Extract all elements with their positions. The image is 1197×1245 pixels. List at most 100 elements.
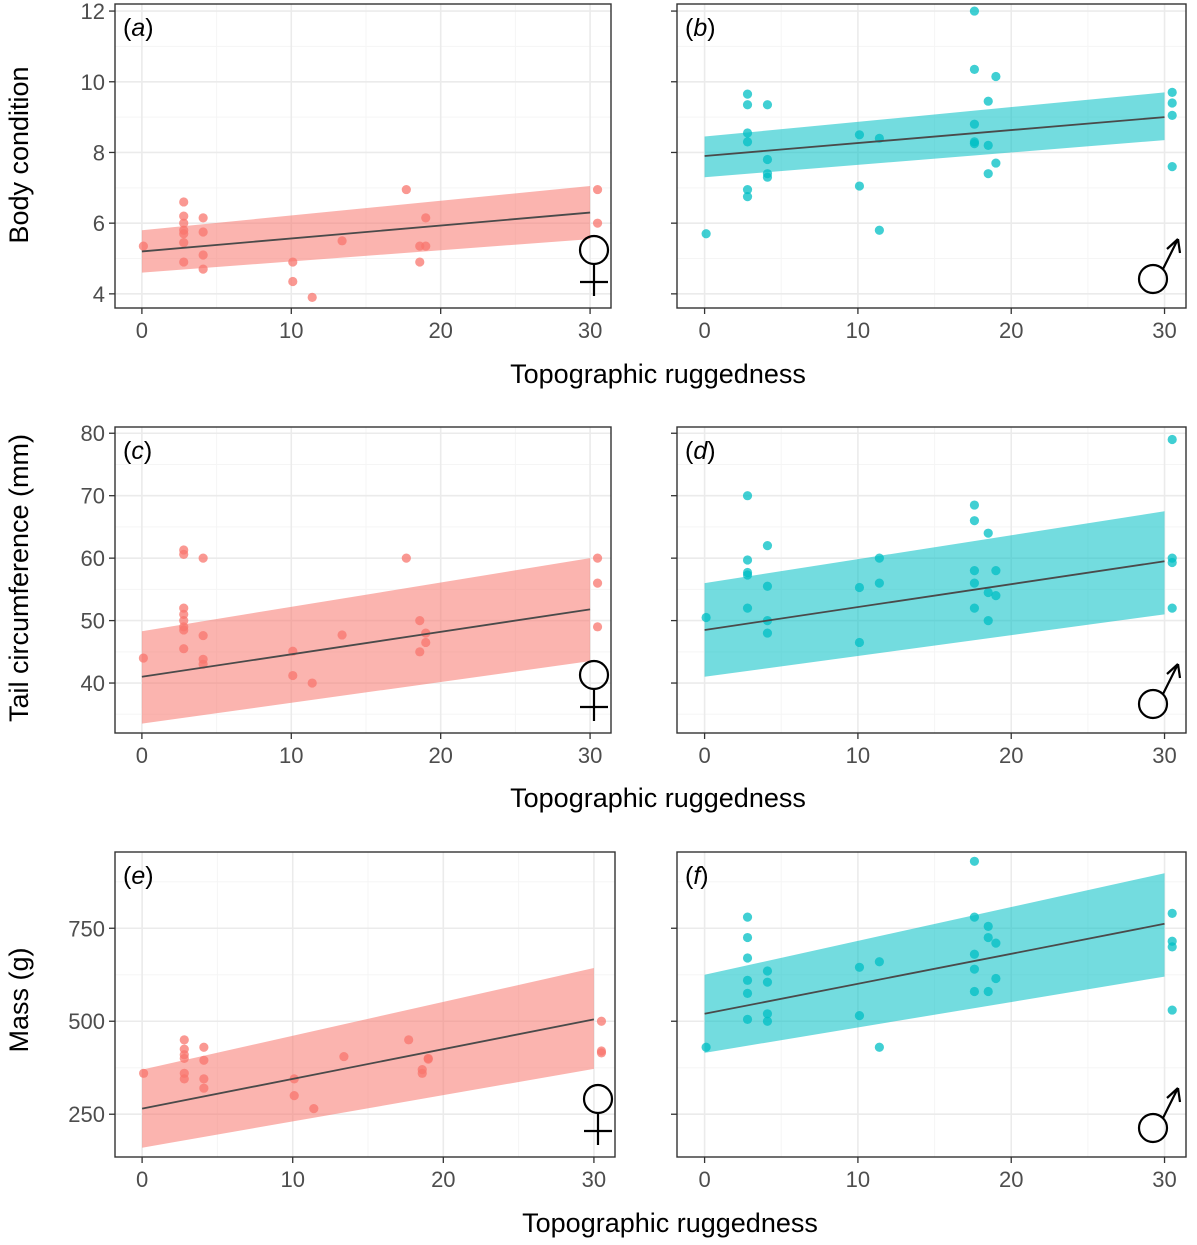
- panel-label: (a): [123, 14, 154, 42]
- x-tick-label: 20: [999, 743, 1023, 768]
- fit-line: [141, 211, 591, 253]
- data-point: [742, 555, 753, 565]
- fit-line: [141, 1018, 595, 1110]
- data-point: [762, 541, 773, 551]
- female-symbol-icon: [578, 659, 610, 721]
- data-point: [742, 491, 753, 501]
- y-tick-label: 500: [68, 1009, 105, 1034]
- data-point: [592, 553, 603, 563]
- data-point: [288, 670, 298, 681]
- data-point: [415, 615, 425, 626]
- data-point: [1167, 557, 1177, 568]
- data-point: [762, 977, 773, 987]
- data-point: [309, 1104, 319, 1114]
- data-point: [874, 1042, 884, 1052]
- data-point: [1167, 908, 1177, 918]
- data-point: [854, 181, 865, 191]
- data-point: [139, 1068, 149, 1078]
- data-point: [592, 578, 603, 588]
- data-point: [1167, 87, 1177, 97]
- data-point: [742, 912, 753, 922]
- data-point: [179, 549, 189, 559]
- panel-f: 0 10 20 30 (f): [671, 851, 1187, 1192]
- y-tick-label: 4: [93, 282, 105, 307]
- data-point: [854, 130, 865, 140]
- panel-d: 0 10 20 30 (d): [671, 426, 1187, 768]
- data-point: [983, 986, 993, 997]
- data-point: [179, 1035, 189, 1045]
- x-tick-label: 0: [136, 318, 148, 343]
- data-point: [138, 241, 148, 251]
- data-point: [1167, 434, 1177, 445]
- data-point: [874, 225, 884, 235]
- panel-e: 0 10 20 30 250 500 750 (e): [68, 851, 616, 1192]
- data-point: [179, 625, 189, 635]
- data-point: [991, 71, 1001, 82]
- data-point: [701, 1042, 711, 1052]
- panels: 0 10 20 30 4 6 8 10 12 (a) 0 10 20 30 (b) 0 10 20 30 40 50 60…: [68, 0, 1187, 1192]
- data-point: [762, 628, 773, 638]
- data-point: [199, 1042, 209, 1052]
- data-point: [339, 1051, 349, 1062]
- x-tick-label: 10: [846, 1167, 870, 1192]
- data-point: [198, 250, 208, 260]
- x-tick-label: 30: [578, 318, 602, 343]
- data-point: [179, 644, 189, 654]
- data-point: [179, 218, 189, 228]
- data-point: [592, 184, 603, 195]
- data-point: [991, 938, 1001, 948]
- data-point: [969, 912, 980, 922]
- data-point: [307, 678, 317, 688]
- panel-letter: c: [131, 437, 144, 465]
- y-axis-title-row-2: Tail circumference (mm): [4, 434, 34, 722]
- data-point: [762, 154, 773, 165]
- data-point: [969, 578, 980, 588]
- x-tick-label: 20: [431, 1167, 455, 1192]
- data-point: [179, 1074, 189, 1084]
- data-point: [969, 964, 980, 974]
- x-axis-title-row-3: Topographic ruggedness: [522, 1208, 818, 1238]
- male-symbol-icon: [1137, 663, 1182, 720]
- confidence-band: [141, 186, 591, 273]
- data-point: [991, 158, 1001, 168]
- data-point: [179, 1053, 189, 1064]
- x-axis-title-row-2: Topographic ruggedness: [510, 783, 806, 813]
- data-point: [337, 236, 347, 246]
- female-symbol-icon: [578, 234, 610, 296]
- data-point: [179, 211, 189, 221]
- data-point: [401, 184, 411, 195]
- data-point: [1167, 98, 1177, 108]
- data-point: [742, 137, 753, 147]
- data-point: [762, 581, 773, 591]
- data-point: [179, 229, 189, 239]
- data-point: [854, 582, 865, 593]
- panel-b: 0 10 20 30 (b): [671, 3, 1187, 343]
- x-tick-label: 30: [1152, 1167, 1176, 1192]
- panel-border: [676, 426, 1187, 734]
- x-tick-label: 20: [428, 318, 452, 343]
- data-point: [179, 257, 189, 267]
- data-point: [289, 1091, 299, 1101]
- data-point: [742, 570, 753, 580]
- data-point: [969, 119, 980, 129]
- y-tick-label: 50: [81, 609, 105, 634]
- data-point: [969, 64, 980, 74]
- x-tick-label: 20: [999, 1167, 1023, 1192]
- confidence-band: [142, 968, 594, 1148]
- data-point: [288, 276, 298, 287]
- panel-label: (d): [685, 437, 716, 465]
- data-point: [415, 257, 425, 267]
- y-tick-label: 6: [93, 211, 105, 236]
- x-tick-label: 30: [578, 743, 602, 768]
- x-tick-label: 20: [428, 743, 452, 768]
- data-point: [762, 966, 773, 976]
- data-point: [969, 986, 980, 997]
- data-point: [742, 988, 753, 998]
- data-point: [983, 528, 993, 538]
- data-point: [199, 1074, 209, 1084]
- data-point: [198, 630, 208, 641]
- data-point: [742, 128, 753, 138]
- x-tick-label: 0: [698, 318, 710, 343]
- data-point: [969, 516, 980, 526]
- x-tick-label: 30: [1152, 743, 1176, 768]
